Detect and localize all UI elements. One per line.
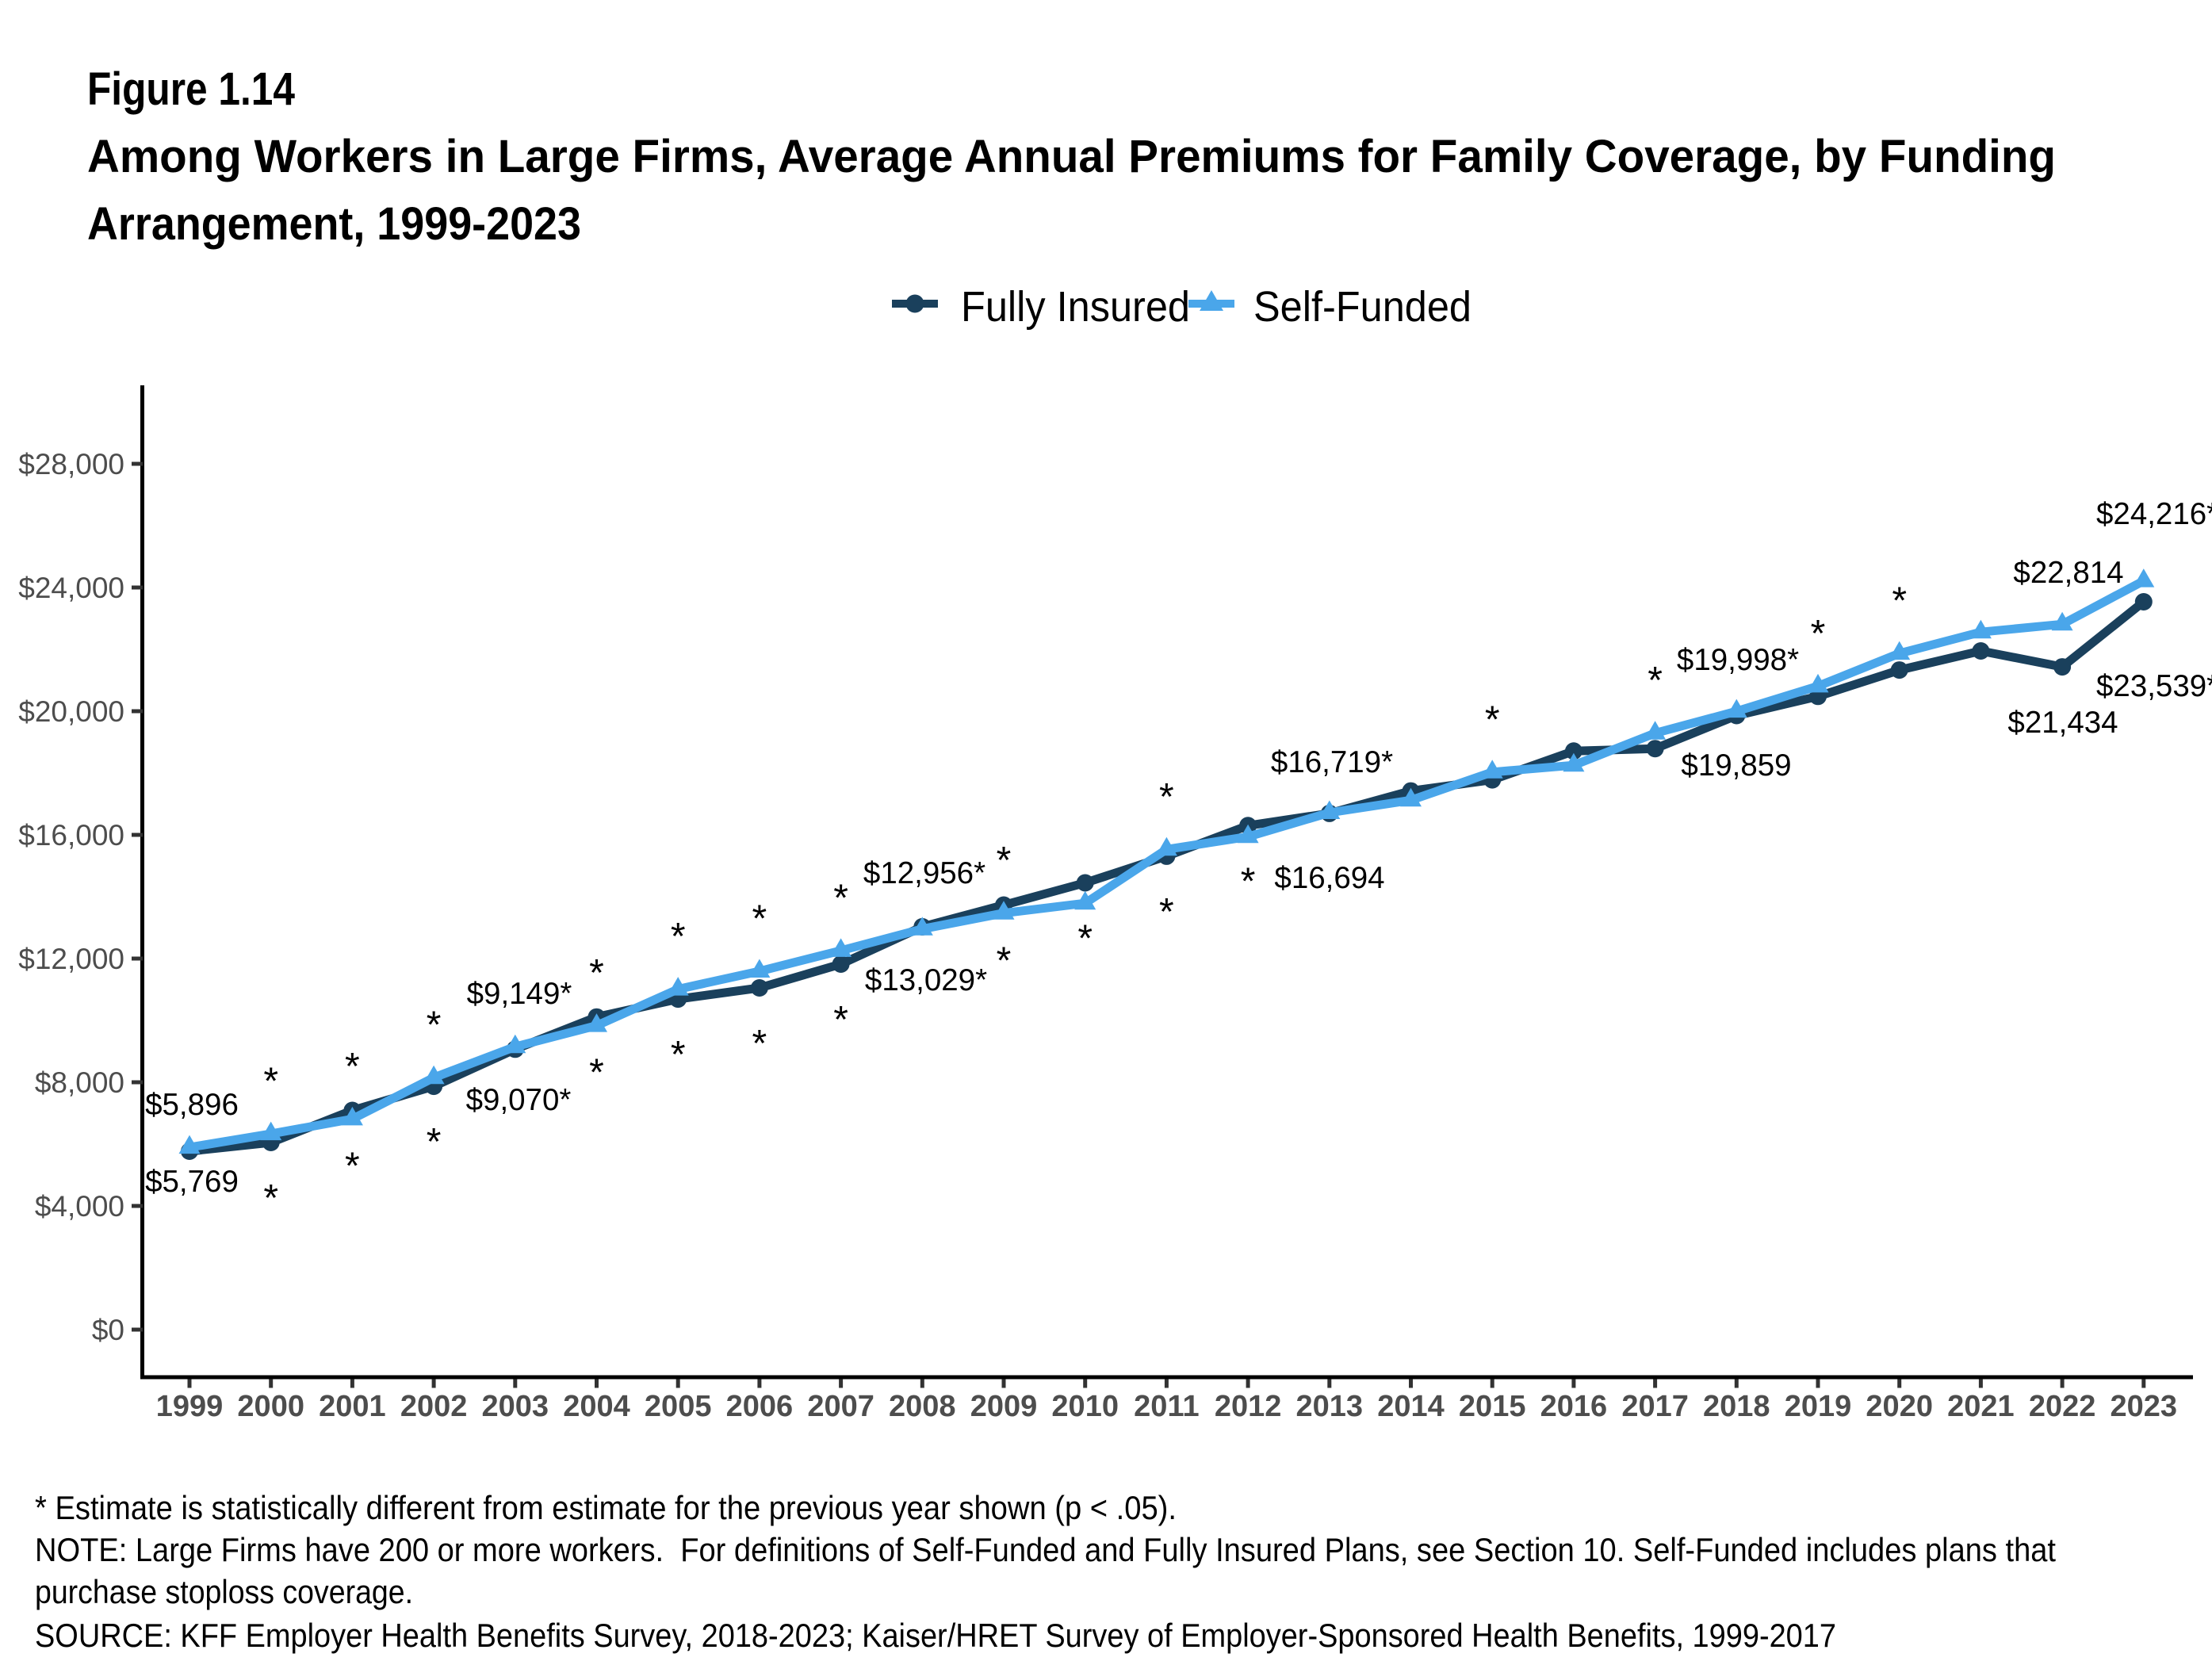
svg-text:*: *: [1159, 891, 1174, 933]
svg-text:$24,216*: $24,216*: [2096, 497, 2212, 531]
svg-text:1999: 1999: [156, 1390, 224, 1423]
svg-text:$12,956*: $12,956*: [863, 856, 985, 890]
svg-text:Fully Insured: Fully Insured: [961, 283, 1190, 331]
svg-text:2002: 2002: [400, 1390, 468, 1423]
svg-text:$19,859: $19,859: [1681, 748, 1791, 783]
svg-text:2020: 2020: [1866, 1390, 1933, 1423]
svg-text:2010: 2010: [1051, 1390, 1119, 1423]
svg-text:*: *: [671, 1034, 686, 1076]
svg-text:*: *: [427, 1121, 442, 1163]
svg-text:*: *: [1159, 776, 1174, 818]
svg-text:Self-Funded: Self-Funded: [1253, 283, 1471, 331]
svg-text:2009: 2009: [970, 1390, 1038, 1423]
svg-text:2019: 2019: [1785, 1390, 1852, 1423]
svg-text:2016: 2016: [1540, 1390, 1608, 1423]
svg-text:*: *: [345, 1046, 360, 1088]
svg-text:2021: 2021: [1947, 1390, 2015, 1423]
svg-text:$9,070*: $9,070*: [466, 1083, 572, 1117]
svg-text:*: *: [1648, 660, 1663, 702]
svg-text:2001: 2001: [319, 1390, 386, 1423]
svg-text:$5,896: $5,896: [145, 1088, 239, 1122]
svg-text:$16,694: $16,694: [1274, 861, 1384, 895]
svg-text:*: *: [263, 1177, 278, 1219]
svg-text:2023: 2023: [2111, 1390, 2178, 1423]
svg-text:$23,539*: $23,539*: [2096, 669, 2212, 703]
svg-text:*: *: [833, 999, 848, 1041]
svg-text:2022: 2022: [2029, 1390, 2096, 1423]
svg-text:SOURCE: KFF Employer Health Be: SOURCE: KFF Employer Health Benefits Sur…: [35, 1617, 1836, 1654]
svg-text:*: *: [752, 1023, 767, 1065]
svg-text:Arrangement, 1999-2023: Arrangement, 1999-2023: [87, 198, 581, 250]
svg-text:$21,434: $21,434: [2007, 706, 2118, 740]
svg-text:*: *: [345, 1146, 360, 1188]
svg-text:2008: 2008: [889, 1390, 956, 1423]
svg-text:2007: 2007: [807, 1390, 874, 1423]
svg-text:2003: 2003: [482, 1390, 549, 1423]
svg-text:$4,000: $4,000: [35, 1190, 124, 1223]
svg-text:$16,000: $16,000: [18, 819, 124, 852]
svg-text:*: *: [589, 952, 604, 994]
svg-text:2000: 2000: [237, 1390, 304, 1423]
svg-text:2005: 2005: [645, 1390, 712, 1423]
svg-text:2012: 2012: [1215, 1390, 1282, 1423]
svg-text:*: *: [833, 877, 848, 919]
svg-text:*: *: [1077, 918, 1093, 960]
svg-text:$9,149*: $9,149*: [467, 977, 572, 1011]
svg-text:2017: 2017: [1621, 1390, 1689, 1423]
svg-text:*: *: [427, 1005, 442, 1047]
svg-text:2011: 2011: [1134, 1390, 1199, 1423]
svg-text:$16,719*: $16,719*: [1271, 745, 1393, 779]
svg-text:*: *: [752, 898, 767, 940]
svg-text:Among Workers in Large Firms,: Among Workers in Large Firms, Average An…: [87, 131, 2056, 182]
svg-text:2006: 2006: [726, 1390, 794, 1423]
svg-text:$24,000: $24,000: [18, 572, 124, 604]
svg-text:*: *: [1811, 613, 1826, 655]
svg-text:*: *: [997, 840, 1012, 882]
svg-text:2013: 2013: [1296, 1390, 1364, 1423]
svg-text:* Estimate is statistically di: * Estimate is statistically different fr…: [35, 1489, 1177, 1526]
svg-text:purchase stoploss coverage.: purchase stoploss coverage.: [35, 1573, 413, 1610]
svg-text:$12,000: $12,000: [18, 943, 124, 975]
svg-text:$0: $0: [92, 1314, 124, 1346]
svg-text:$5,769: $5,769: [145, 1165, 239, 1199]
svg-text:2004: 2004: [563, 1390, 630, 1423]
svg-text:*: *: [1241, 860, 1256, 902]
svg-text:*: *: [589, 1052, 604, 1094]
svg-text:$22,814: $22,814: [2013, 556, 2123, 590]
svg-text:*: *: [263, 1061, 278, 1103]
svg-text:*: *: [1485, 699, 1500, 741]
svg-text:2018: 2018: [1703, 1390, 1770, 1423]
svg-text:$28,000: $28,000: [18, 448, 124, 480]
svg-text:Figure 1.14: Figure 1.14: [87, 63, 295, 115]
svg-text:$20,000: $20,000: [18, 695, 124, 728]
svg-text:NOTE: Large Firms have 200 or: NOTE: Large Firms have 200 or more worke…: [35, 1531, 2056, 1568]
svg-text:$19,998*: $19,998*: [1677, 643, 1799, 677]
svg-text:*: *: [1892, 580, 1907, 622]
svg-text:2015: 2015: [1459, 1390, 1526, 1423]
svg-text:$13,029*: $13,029*: [865, 963, 987, 997]
svg-text:2014: 2014: [1377, 1390, 1445, 1423]
svg-text:*: *: [671, 916, 686, 958]
svg-text:$8,000: $8,000: [35, 1066, 124, 1099]
svg-text:*: *: [997, 940, 1012, 982]
